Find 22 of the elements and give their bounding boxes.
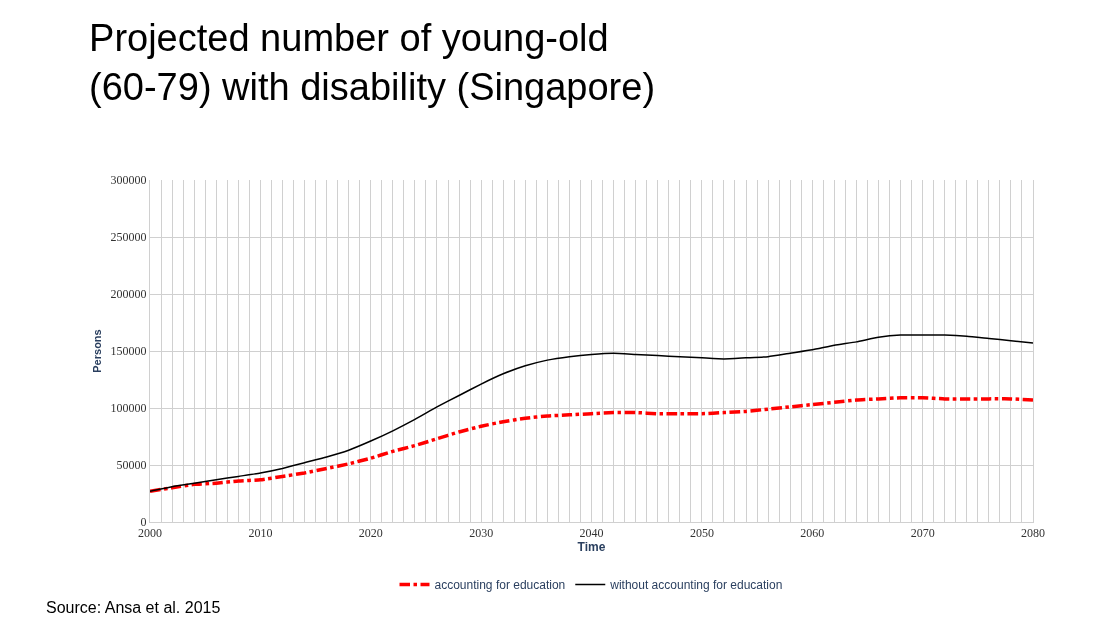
x-tick-label: 2080 — [1021, 526, 1045, 541]
line-series — [150, 334, 1033, 492]
legend-label: accounting for education — [434, 578, 566, 593]
x-tick-label: 2050 — [689, 526, 714, 541]
y-tick-label: 100000 — [110, 401, 147, 416]
y-tick-label: 250000 — [110, 230, 147, 245]
y-axis-title: Persons — [91, 329, 104, 373]
line-series — [150, 395, 1033, 493]
y-tick-label: 200000 — [110, 287, 147, 302]
x-tick-label: 2010 — [248, 526, 273, 541]
y-tick-label: 150000 — [110, 344, 147, 359]
legend-label: without accounting for education — [609, 578, 783, 593]
x-tick-label: 2070 — [910, 526, 935, 541]
x-tick-label: 2060 — [800, 526, 825, 541]
source-note: Source: Ansa et al. 2015 — [46, 599, 221, 616]
y-tick-label: 300000 — [110, 173, 147, 188]
x-tick-label: 2020 — [358, 526, 383, 541]
chart-title: Projected number of young-old (60-79) with disability (Singapore) — [89, 16, 656, 108]
y-tick-label: 50000 — [116, 458, 147, 473]
x-tick-label: 2040 — [579, 526, 604, 541]
x-axis-title: Time — [577, 540, 606, 555]
x-tick-label: 2030 — [469, 526, 494, 541]
